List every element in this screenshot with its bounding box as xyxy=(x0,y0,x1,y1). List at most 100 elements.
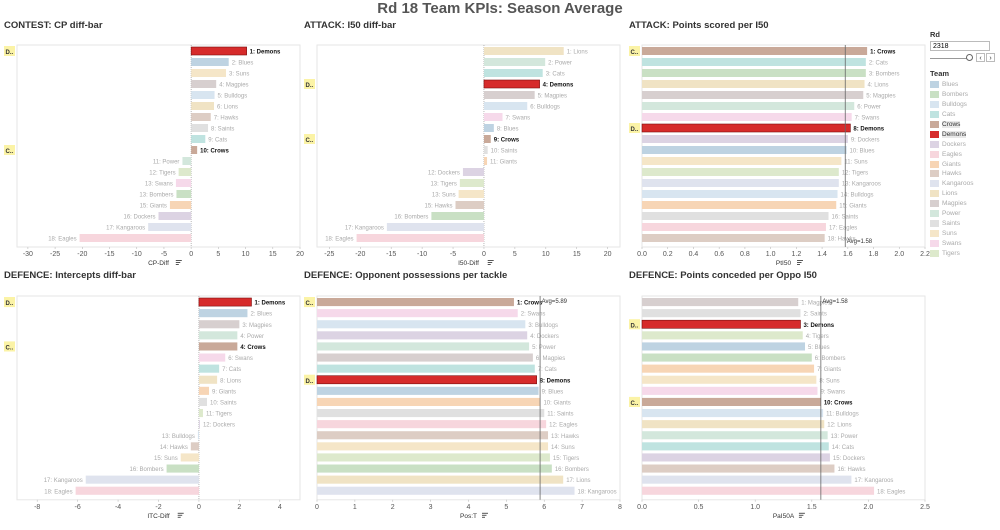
bar[interactable] xyxy=(190,442,199,451)
bar[interactable] xyxy=(75,486,199,495)
bar[interactable] xyxy=(642,442,829,451)
bar[interactable] xyxy=(431,212,484,220)
legend-item-cats[interactable]: Cats xyxy=(930,110,1000,120)
bar[interactable] xyxy=(191,124,209,132)
bar[interactable] xyxy=(642,102,855,110)
bar[interactable] xyxy=(642,486,875,495)
bar[interactable] xyxy=(198,409,203,418)
legend-item-lions[interactable]: Lions xyxy=(930,189,1000,199)
bar[interactable] xyxy=(483,69,543,77)
legend-item-crows[interactable]: Crows xyxy=(930,120,1000,130)
bar[interactable] xyxy=(641,123,851,133)
bar[interactable] xyxy=(317,431,549,440)
bar[interactable] xyxy=(642,168,839,176)
sort-icon[interactable] xyxy=(177,512,184,518)
bar[interactable] xyxy=(483,124,494,132)
bar[interactable] xyxy=(642,69,866,77)
sort-icon[interactable] xyxy=(482,512,488,518)
bar[interactable] xyxy=(158,212,192,220)
bar[interactable] xyxy=(483,91,535,99)
bar[interactable] xyxy=(198,309,248,318)
sort-icon[interactable] xyxy=(175,260,182,265)
bar[interactable] xyxy=(180,453,199,462)
bar[interactable] xyxy=(642,223,826,231)
legend-item-demons[interactable]: Demons xyxy=(930,129,1000,139)
bar[interactable] xyxy=(642,58,866,66)
bar[interactable] xyxy=(459,179,484,187)
bar[interactable] xyxy=(386,223,484,231)
bar[interactable] xyxy=(176,190,192,198)
legend-item-swans[interactable]: Swans xyxy=(930,238,1000,248)
sort-icon[interactable] xyxy=(798,512,805,518)
bar[interactable] xyxy=(198,297,252,307)
bar[interactable] xyxy=(642,113,852,121)
legend-item-tigers[interactable]: Tigers xyxy=(930,248,1000,258)
bar[interactable] xyxy=(483,58,546,66)
bar[interactable] xyxy=(316,375,537,385)
bar[interactable] xyxy=(483,146,488,154)
bar[interactable] xyxy=(317,331,528,340)
sort-icon[interactable] xyxy=(487,260,494,265)
bar[interactable] xyxy=(198,397,208,406)
bar[interactable] xyxy=(198,386,210,395)
bar[interactable] xyxy=(317,309,518,318)
bar[interactable] xyxy=(356,234,484,242)
bar[interactable] xyxy=(642,135,848,143)
bar[interactable] xyxy=(317,353,533,362)
bar[interactable] xyxy=(642,375,817,384)
bar[interactable] xyxy=(79,234,192,242)
bar[interactable] xyxy=(317,298,514,307)
bar[interactable] xyxy=(191,135,206,143)
bar[interactable] xyxy=(642,179,839,187)
bar[interactable] xyxy=(642,431,828,440)
bar[interactable] xyxy=(642,386,818,395)
bar[interactable] xyxy=(191,58,229,66)
legend-item-bulldogs[interactable]: Bulldogs xyxy=(930,100,1000,110)
bar[interactable] xyxy=(191,146,198,154)
prev-round-button[interactable]: ‹ xyxy=(976,53,985,62)
bar[interactable] xyxy=(317,364,535,373)
legend-item-power[interactable]: Power xyxy=(930,209,1000,219)
bar[interactable] xyxy=(642,342,806,351)
bar[interactable] xyxy=(166,464,199,473)
bar[interactable] xyxy=(191,113,211,121)
bar[interactable] xyxy=(198,353,226,362)
bar[interactable] xyxy=(455,201,484,209)
bar[interactable] xyxy=(317,397,541,406)
bar[interactable] xyxy=(642,420,825,429)
bar[interactable] xyxy=(642,309,801,318)
bar[interactable] xyxy=(191,91,215,99)
legend-item-bombers[interactable]: Bombers xyxy=(930,90,1000,100)
bar[interactable] xyxy=(317,453,550,462)
bar[interactable] xyxy=(317,386,539,395)
bar[interactable] xyxy=(85,475,199,484)
slider-handle[interactable] xyxy=(966,54,973,61)
bar[interactable] xyxy=(642,397,821,406)
legend-item-kangaroos[interactable]: Kangaroos xyxy=(930,179,1000,189)
bar[interactable] xyxy=(642,409,824,418)
bar[interactable] xyxy=(642,146,847,154)
bar[interactable] xyxy=(642,464,835,473)
rd-slider[interactable]: ‹ › xyxy=(930,53,1000,65)
legend-item-hawks[interactable]: Hawks xyxy=(930,169,1000,179)
bar[interactable] xyxy=(642,157,842,165)
bar[interactable] xyxy=(483,47,564,55)
bar[interactable] xyxy=(642,234,825,242)
bar[interactable] xyxy=(642,80,865,88)
bar[interactable] xyxy=(317,320,526,329)
bar[interactable] xyxy=(642,212,829,220)
bar[interactable] xyxy=(642,453,830,462)
bar[interactable] xyxy=(191,69,226,77)
legend-item-magpies[interactable]: Magpies xyxy=(930,199,1000,209)
legend-item-blues[interactable]: Blues xyxy=(930,80,1000,90)
bar[interactable] xyxy=(317,442,549,451)
bar[interactable] xyxy=(642,47,868,55)
bar[interactable] xyxy=(190,46,247,56)
bar[interactable] xyxy=(483,102,528,110)
bar[interactable] xyxy=(317,420,547,429)
next-round-button[interactable]: › xyxy=(986,53,995,62)
legend-item-dockers[interactable]: Dockers xyxy=(930,139,1000,149)
bar[interactable] xyxy=(182,157,192,165)
bar[interactable] xyxy=(317,342,530,351)
bar[interactable] xyxy=(641,319,801,329)
